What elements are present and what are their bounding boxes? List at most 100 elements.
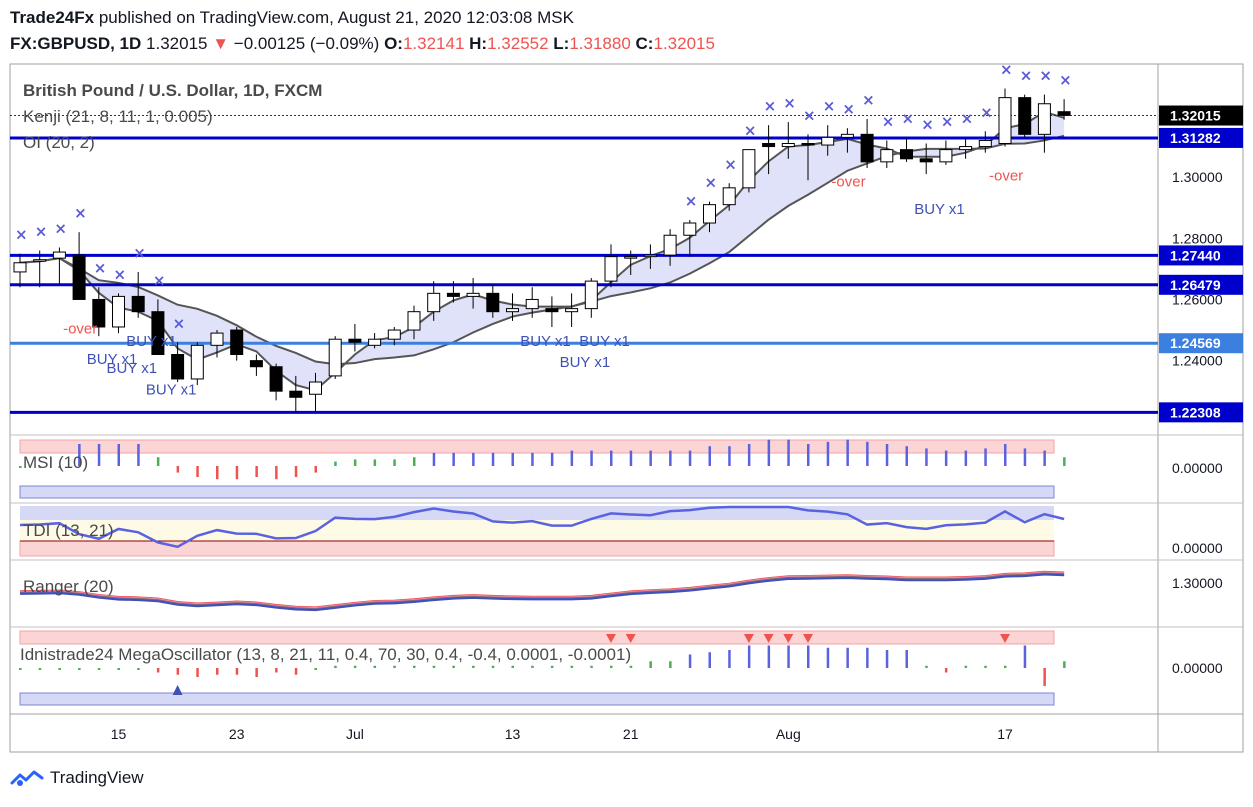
buy-signal: BUY x1 [914,201,965,218]
mega-bar [708,652,711,668]
cross-marker: × [15,226,28,244]
mega-bar [747,645,751,668]
tdi-pane[interactable] [19,505,1065,557]
cross-marker: × [764,97,777,115]
msi-bar [19,466,22,468]
candle-body [230,329,244,355]
cross-marker: × [114,265,127,283]
candle-body [427,292,441,313]
cross-marker: × [862,91,875,109]
candle-body [565,308,579,313]
msi-bar [334,461,337,466]
msi-bar [491,452,495,466]
msi-pane[interactable] [19,439,1066,499]
mega-bar [1004,665,1007,668]
candle-body [624,256,638,259]
mega-bar [97,668,101,670]
msi-bar [531,452,534,466]
mega-bar [334,665,337,668]
msi-bar [294,466,298,477]
mega-bar [649,661,652,668]
candle-body [1057,111,1071,116]
msi-bar [669,450,672,466]
mega-bar [866,647,869,668]
mega-bar [787,645,790,668]
mega-bar [353,665,357,668]
last-price-tag [1159,105,1243,126]
candle-body [348,338,362,343]
cross-marker: × [1000,60,1013,78]
cross-marker: × [54,219,67,237]
candle-body [880,149,894,163]
candle-body [506,308,519,313]
msi-bar [255,466,258,477]
candle-body [190,344,204,380]
mega-bar [590,665,593,668]
price-axis[interactable]: 1.24000 1.26000 1.28000 1.30000 [1172,169,1223,368]
candle-body [171,353,185,380]
time-tick-label: 15 [111,726,127,742]
megaoscillator-pane[interactable] [19,630,1066,706]
cross-marker: × [882,112,895,130]
cross-marker: × [153,271,166,289]
mega-sell-triangle [743,634,754,643]
candle-body [919,158,933,163]
mega-bar [235,668,239,675]
mega-bar [1023,645,1027,668]
tradingview-footer[interactable]: TradingView [10,768,144,788]
candle-body [584,280,598,310]
mega-bar [196,668,199,677]
mega-bar [472,665,475,668]
cross-marker: × [823,97,836,115]
candle-body [72,254,86,300]
msi-bar [826,441,830,466]
ranger-pane[interactable] [19,570,1065,612]
kenji-cloud [20,111,1065,391]
tdi-mid-band [20,520,1054,541]
mega-bar [767,645,771,668]
candle-body [1037,103,1051,135]
mega-bar [275,668,278,673]
candle-body [860,133,874,163]
mega-sell-triangle [803,634,813,643]
tdi-lower-band [19,540,1055,557]
time-tick-label: 13 [505,726,521,742]
cross-marker: × [842,100,855,118]
msi-bar [905,446,908,466]
cross-marker: × [173,314,186,332]
ohlc-line: FX:GBPUSD, 1D 1.32015 ▼ −0.00125 (−0.09%… [10,34,715,54]
level-tag-label-1: 1.31282 [1170,130,1221,146]
mega-bar [1043,668,1046,686]
time-axis[interactable]: 15 23 Jul 13 21 Aug 17 [111,726,1013,742]
msi-bar [235,466,239,480]
buy-signal: BUY x1 [126,333,177,350]
msi-title: MSI (10) [23,453,88,472]
mega-bar [826,647,830,668]
msi-bar [176,466,180,473]
close-label: C: [635,34,654,53]
msi-bar [314,466,317,473]
candle-body [959,146,973,151]
candle-body [210,332,224,346]
mega-sell-triangle [625,634,636,643]
msi-lower-band [19,485,1055,499]
candle-body [446,292,460,297]
msi-bar [708,446,711,466]
cross-marker: × [1020,67,1033,85]
buy-signal: BUY x1 [146,381,197,398]
price-tick-label: 1.30000 [1172,169,1223,185]
candle-body [269,366,283,392]
mega-bar [216,668,219,675]
candle-body [92,298,106,328]
candle-body [703,204,716,224]
msi-upper-band [19,439,1055,454]
mega-sell-triangle [763,634,774,643]
mega-zero-tick: 0.00000 [1172,660,1223,676]
ranger-line [19,573,1065,612]
price-tick-label: 1.24000 [1172,353,1223,369]
msi-bar [472,452,475,466]
cross-marker: × [744,122,757,140]
candle-body [683,222,697,236]
msi-bar [1043,450,1046,466]
